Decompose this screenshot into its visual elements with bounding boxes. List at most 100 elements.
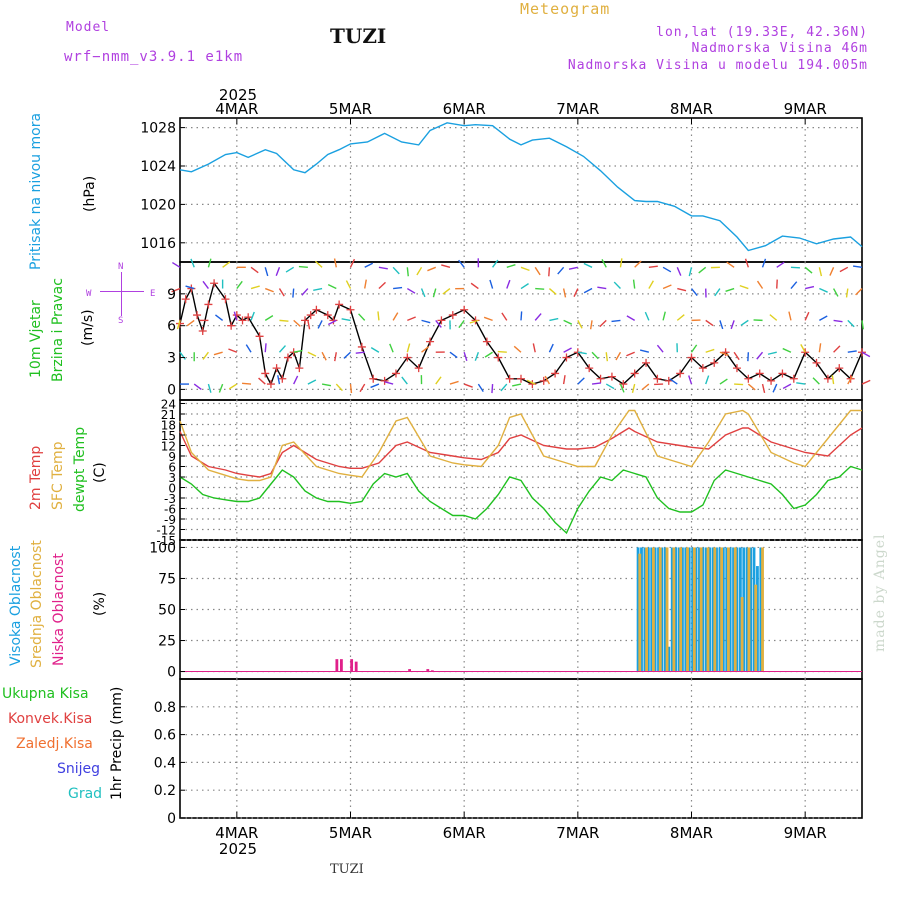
wind-arrow xyxy=(719,378,728,385)
wind-arrow xyxy=(818,267,823,277)
wind-arrow xyxy=(264,287,274,293)
value-tick-label: 6 xyxy=(168,461,176,475)
wind-speed-marker xyxy=(448,311,457,320)
wind-arrow xyxy=(534,266,541,276)
wind-arrow xyxy=(577,320,583,329)
wind-speed-marker xyxy=(414,364,423,373)
wind-arrow xyxy=(190,258,195,268)
wind-arrow xyxy=(812,377,820,385)
wind-speed-marker xyxy=(767,376,776,385)
wind-arrow xyxy=(591,351,599,360)
wind-arrow xyxy=(463,352,468,362)
wind-arrow xyxy=(563,319,573,325)
wind-arrow xyxy=(818,343,822,353)
wind-arrow xyxy=(776,261,785,268)
wind-speed-marker xyxy=(227,321,236,330)
cloud-bar xyxy=(740,597,744,672)
compass-ew-line xyxy=(100,291,144,292)
wind-arrow xyxy=(573,288,579,297)
wind-arrow xyxy=(690,288,698,296)
wind-arrow xyxy=(307,320,311,330)
axis-labels: 4MAR 4MAR 5MAR 5MAR 6MAR 6MAR 7MAR 7MAR 8MAR 8MAR… xyxy=(140,100,826,842)
value-tick-label: 24 xyxy=(161,398,176,412)
precip-label-freezing: Zaledj.Kisa xyxy=(16,736,93,752)
wind-arrow xyxy=(458,259,465,268)
wind-arrow xyxy=(705,319,714,327)
wind-arrow xyxy=(832,288,839,297)
cloud-bar xyxy=(430,670,434,672)
wind-speed-marker xyxy=(744,374,753,383)
wind-arrow xyxy=(222,261,231,268)
wind-arrow xyxy=(526,379,536,385)
wind-speed-marker xyxy=(244,313,253,322)
wind-arrow xyxy=(301,288,309,296)
wind-arrow xyxy=(520,266,530,272)
wind-arrow xyxy=(839,266,849,273)
wind-speed-marker xyxy=(198,327,207,335)
cloud-bar xyxy=(645,547,649,672)
wind-speed-marker xyxy=(732,364,741,373)
value-tick-label: 0.4 xyxy=(154,755,176,771)
cloud-bar xyxy=(713,547,717,672)
cloud-bar xyxy=(643,547,647,672)
wind-arrow xyxy=(501,312,508,321)
wind-arrow xyxy=(406,343,411,353)
precip-label-total: Ukupna Kisa xyxy=(2,686,89,702)
wind-arrow xyxy=(202,351,209,360)
value-tick-label: 0.2 xyxy=(154,783,176,799)
wind-arrow xyxy=(242,382,252,385)
wind-arrow xyxy=(341,318,351,322)
wind-speed-marker xyxy=(607,372,616,381)
wind-arrow xyxy=(548,267,551,277)
wind-arrow xyxy=(831,375,835,385)
wind-speed-marker xyxy=(357,342,366,351)
wind-arrow xyxy=(313,287,323,291)
top-day-label: 5MAR xyxy=(329,100,372,118)
value-tick-label: 15 xyxy=(161,429,176,443)
top-day-label: 8MAR xyxy=(670,100,713,118)
cloud-bar xyxy=(745,547,749,672)
meteogram-title: Meteogram xyxy=(520,0,611,18)
cloud-bar xyxy=(638,553,642,672)
cloud-bar xyxy=(340,659,343,672)
wind-arrow xyxy=(298,265,308,269)
cloud-bar xyxy=(335,659,339,672)
wind-speed-marker xyxy=(664,376,673,385)
cloud-bar xyxy=(721,547,725,672)
wind-arrow xyxy=(384,381,394,385)
value-tick-label: -12 xyxy=(156,524,176,538)
value-tick-label: 0 xyxy=(168,482,176,496)
cloud-bar xyxy=(732,547,735,672)
cloud-bar xyxy=(725,547,729,672)
wind-arrow xyxy=(506,264,516,268)
wind-arrow xyxy=(377,311,380,321)
wind-arrow xyxy=(767,351,777,355)
series-line xyxy=(179,281,863,386)
wind-speed-marker xyxy=(193,311,202,320)
wind-arrow xyxy=(756,351,764,360)
wind-arrow xyxy=(852,265,863,269)
wind-arrow xyxy=(392,312,399,321)
wind-speed-marker xyxy=(687,353,696,362)
wind-arrow xyxy=(705,348,715,353)
wind-arrow xyxy=(317,320,323,329)
wind-arrow xyxy=(202,280,209,289)
wind-speed-marker xyxy=(505,374,514,383)
wind-speed-marker xyxy=(426,337,435,346)
wind-arrow xyxy=(847,319,855,328)
wind-arrow xyxy=(520,311,523,321)
footer-station: TUZI xyxy=(330,862,364,877)
panel-frame xyxy=(179,117,863,263)
wind-arrow xyxy=(171,261,181,268)
top-day-label: 9MAR xyxy=(784,100,827,118)
value-tick-label: 9 xyxy=(168,450,176,464)
wind-arrow xyxy=(264,267,269,277)
cloud-bar xyxy=(698,547,701,672)
wind-arrow xyxy=(207,383,212,393)
panel-frames xyxy=(179,117,863,819)
cloud-bar xyxy=(761,547,764,672)
wind-speed-marker xyxy=(301,316,310,325)
series-line xyxy=(179,409,862,482)
wind-arrow xyxy=(619,258,623,268)
wind-arrow xyxy=(562,375,566,385)
